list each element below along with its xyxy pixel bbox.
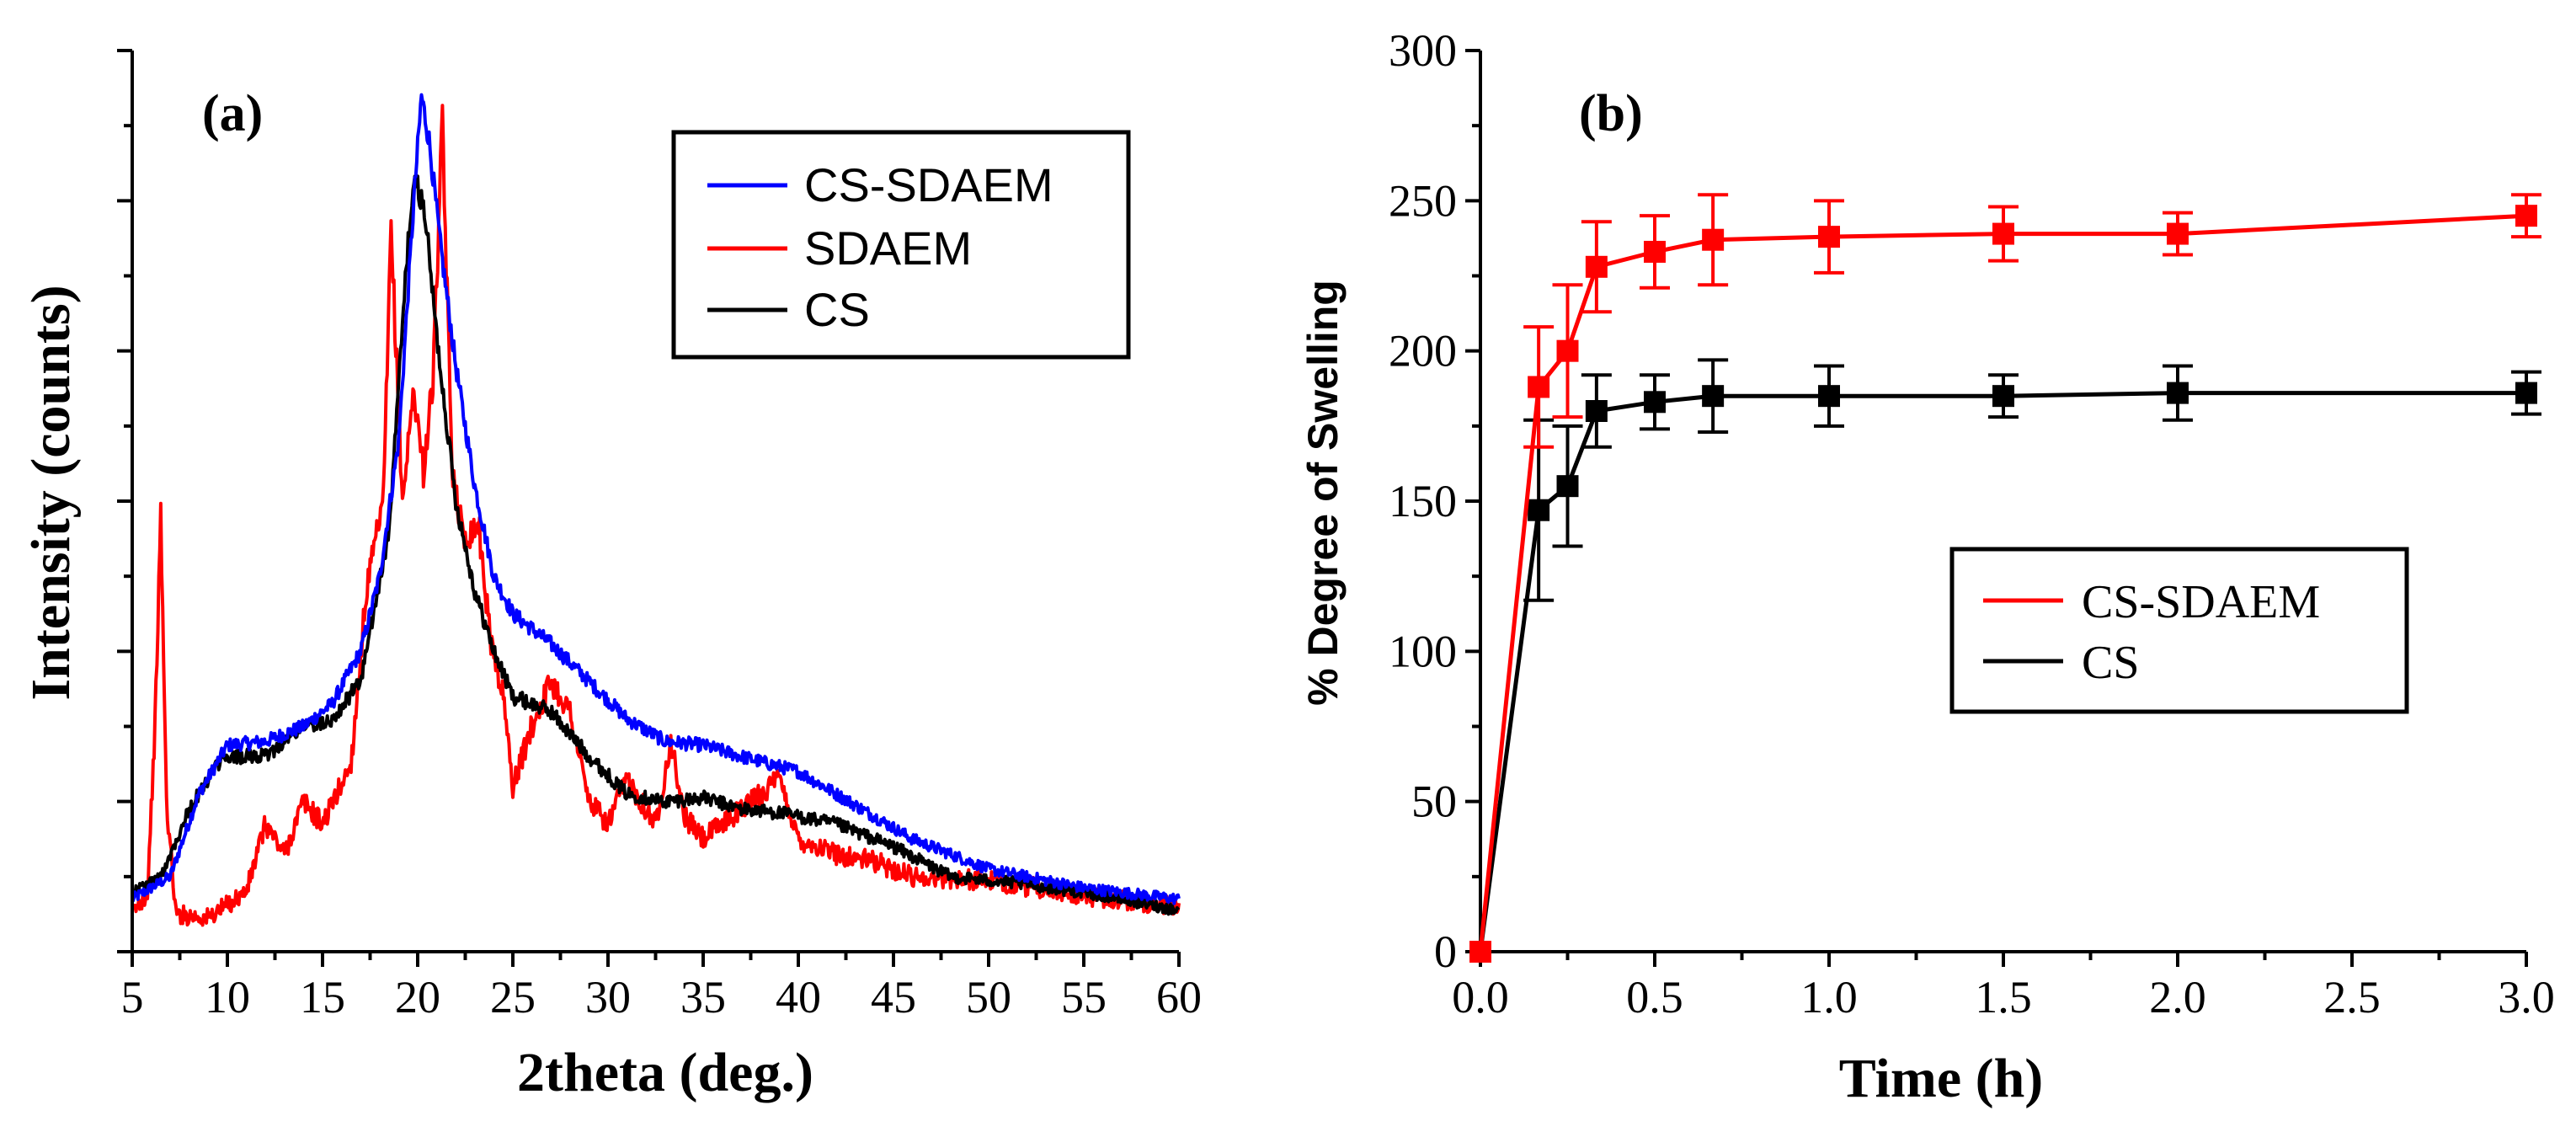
panel-b-point-cs-sdaem [1556,339,1579,362]
panel-b-y-tick-labels: 0 50 100 150 200 250 300 [1389,25,1457,977]
panel-b-point-cs-sdaem [2167,222,2189,245]
panel-b-point-cs-sdaem [2515,205,2537,227]
panel-b-y-tick-label-150: 150 [1389,476,1457,526]
panel-b-point-cs [1992,385,2014,408]
panel-b-x-tick-label-2-5: 2.5 [2323,972,2381,1022]
panel-a-x-tick-label-30: 30 [585,972,631,1022]
panel-b-point-cs [1644,391,1666,414]
panel-a-label: (a) [202,85,263,142]
panel-b-y-tick-label-0: 0 [1434,926,1457,977]
panel-b-label: (b) [1579,85,1643,142]
panel-b-point-cs [1818,385,1840,408]
panel-a-x-tick-label-55: 55 [1061,972,1107,1022]
panel-a-x-tick-label-10: 10 [205,972,250,1022]
panel-a-x-tick-label-5: 5 [121,972,144,1022]
panel-a-series-line-cs-sdaem [131,93,1181,905]
panel-b-x-tick-label-0-0: 0.0 [1452,972,1509,1022]
panel-a-x-axis-title: 2theta (deg.) [517,1042,813,1103]
panel-a-x-tick-label-15: 15 [300,972,345,1022]
panel-a-x-tick-label-35: 35 [680,972,726,1022]
panel-b-series-line-cs [1478,391,2526,953]
panel-a-legend-label-cs: CS [804,283,870,336]
panel-b-point-cs-sdaem [1528,376,1550,398]
panel-b-point-cs [1556,475,1579,498]
panel-b-x-tick-label-1-0: 1.0 [1800,972,1858,1022]
panel-b-x-tick-labels: 0.0 0.5 1.0 1.5 2.0 2.5 3.0 [1452,972,2555,1022]
panel-a-y-axis-title: Intensity (counts) [20,285,82,700]
panel-b-point-cs-sdaem [1585,255,1608,278]
panel-a-axes [117,49,1181,967]
panel-a-x-tick-label-25: 25 [490,972,536,1022]
panel-b-legend-label-cs-sdaem: CS-SDAEM [2082,576,2320,628]
panel-a-x-tick-label-50: 50 [966,972,1011,1022]
panel-b-y-tick-label-300: 300 [1389,25,1457,76]
panel-b-point-cs-sdaem [1469,941,1491,963]
panel-a-legend-label-sdaem: SDAEM [804,222,972,275]
panel-b-point-cs [2167,382,2189,404]
panel-b-point-cs [1528,499,1550,521]
panel-b-point-cs [2515,382,2537,404]
panel-b-x-tick-label-1-5: 1.5 [1975,972,2032,1022]
panel-b-axes [1465,49,2528,967]
panel-b-y-tick-label-50: 50 [1411,777,1457,827]
panel-b-y-axis-title: % Degree of Swelling [1299,280,1347,706]
panel-a-x-tick-label-40: 40 [776,972,821,1022]
panel-b-x-axis-title: Time (h) [1839,1048,2044,1109]
panel-b-point-cs-sdaem [1992,222,2014,245]
panel-b-point-cs-sdaem [1644,240,1666,263]
panel-b-x-tick-label-0-5: 0.5 [1626,972,1683,1022]
panel-b-x-tick-label-2-0: 2.0 [2149,972,2206,1022]
panel-a-x-tick-label-60: 60 [1156,972,1202,1022]
panel-b-point-cs-sdaem [1702,228,1725,251]
panel-a-legend: CS-SDAEM SDAEM CS [671,130,1131,360]
panel-b-legend-label-cs: CS [2082,637,2140,689]
panel-a: 5 10 15 20 25 30 35 40 45 50 55 60 (a) 2theta (deg.… [20,49,1203,1103]
panel-b-legend-box [1949,547,2409,714]
panel-a-series-group [131,93,1181,927]
panel-b-series-group [1469,193,2541,963]
panel-b-y-tick-label-200: 200 [1389,326,1457,376]
panel-b-point-cs [1702,385,1725,408]
panel-b-series-line-cs-sdaem [1478,213,2527,953]
panel-b-y-tick-label-100: 100 [1389,626,1457,676]
panel-b: 0.0 0.5 1.0 1.5 2.0 2.5 3.0 0 50 100 150 200 250 300… [1299,25,2555,1109]
panel-b-point-cs-sdaem [1818,226,1840,248]
panel-a-legend-box [671,130,1131,360]
panel-a-legend-label-cs-sdaem: CS-SDAEM [804,158,1053,211]
panel-a-x-tick-label-20: 20 [395,972,440,1022]
panel-b-point-cs [1585,400,1608,422]
panel-b-x-tick-label-3-0: 3.0 [2498,972,2555,1022]
panel-a-x-tick-labels: 5 10 15 20 25 30 35 40 45 50 55 60 [121,972,1203,1022]
panel-b-y-tick-label-250: 250 [1389,175,1457,226]
panel-b-legend: CS-SDAEM CS [1949,547,2409,714]
panel-a-x-tick-label-45: 45 [871,972,916,1022]
